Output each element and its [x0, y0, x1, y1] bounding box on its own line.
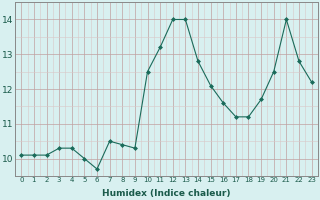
- X-axis label: Humidex (Indice chaleur): Humidex (Indice chaleur): [102, 189, 231, 198]
